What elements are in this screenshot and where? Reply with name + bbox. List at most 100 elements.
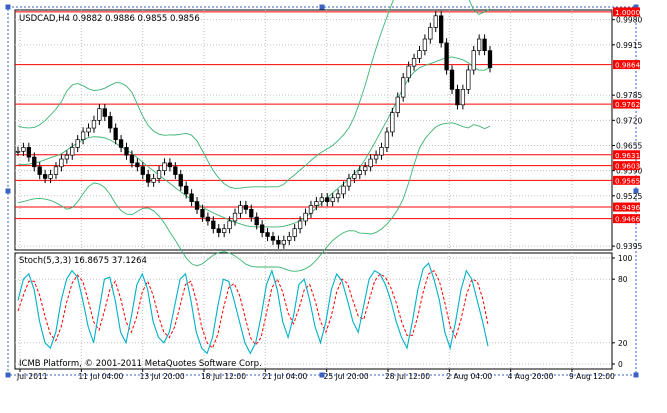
price-candle <box>428 27 433 40</box>
level-badge <box>613 202 640 212</box>
selection-handle[interactable] <box>633 188 639 194</box>
band-line-upper <box>17 0 491 189</box>
time-tick-label: 4 Aug 20:00 <box>508 372 554 381</box>
price-candle <box>276 239 281 245</box>
level-badge-label: 0.9603 <box>615 162 640 171</box>
stochastic-axis: 100 80 20 0 <box>612 254 633 369</box>
price-candle <box>140 166 145 175</box>
price-candle <box>211 220 216 230</box>
price-candle <box>281 239 286 245</box>
price-candle <box>178 174 183 187</box>
price-candle <box>352 174 357 179</box>
price-candle <box>53 166 59 175</box>
price-candle <box>135 162 140 168</box>
level-badge <box>613 99 640 109</box>
time-tick-label: 11 Jul 04:00 <box>78 372 123 381</box>
price-candle <box>113 127 118 141</box>
level-badge-label: 0.9864 <box>615 61 641 70</box>
level-badge <box>613 60 640 70</box>
stochastic-tick-label: 20 <box>618 339 628 348</box>
price-candle <box>102 108 107 117</box>
price-candle <box>471 50 476 71</box>
level-badge <box>613 214 640 224</box>
time-tick-label: 21 Jul 04:00 <box>262 372 307 381</box>
level-badge-label: 0.9631 <box>615 151 640 160</box>
selection-handles[interactable] <box>5 4 639 378</box>
price-candle <box>363 166 368 171</box>
price-candle <box>379 147 384 156</box>
band-line-lower <box>17 122 491 272</box>
price-tick-label: 0.9590 <box>616 167 642 176</box>
price-candle <box>189 193 194 202</box>
price-tick-label: 0.9525 <box>616 192 642 201</box>
stochastic-title: Stoch(5,3,3) 16.8675 37.1264 <box>19 256 147 266</box>
chart-title: USDCAD,H4 0.9882 0.9886 0.9855 0.9856 <box>19 14 200 24</box>
stochastic-tick-label: 0 <box>618 360 623 369</box>
time-tick-label: 28 Jul 12:00 <box>385 372 430 381</box>
price-candle <box>292 228 297 237</box>
selection-handle[interactable] <box>319 4 325 10</box>
price-candle <box>146 174 151 183</box>
price-candle <box>325 197 330 202</box>
price-candle <box>439 15 444 44</box>
price-candle <box>368 158 373 168</box>
level-badge-label: 0.9466 <box>615 215 641 224</box>
price-candle <box>411 58 417 67</box>
price-candle <box>26 147 32 158</box>
price-candle <box>449 69 455 90</box>
price-candle <box>297 220 303 230</box>
price-candle <box>216 228 221 233</box>
price-candle <box>156 170 162 179</box>
level-badge <box>613 161 640 171</box>
price-tick-label: 0.9915 <box>616 41 642 50</box>
stochastic-tick-label: 80 <box>618 275 628 284</box>
stochastic-main-line <box>17 262 489 355</box>
price-tick-label: 0.9720 <box>616 116 642 125</box>
selection-handle[interactable] <box>5 4 11 10</box>
band-line-middle <box>17 56 491 228</box>
price-candle <box>406 65 411 79</box>
stochastic-panel-frame <box>14 252 613 370</box>
price-candle <box>265 232 270 237</box>
price-candle <box>42 174 48 179</box>
price-candle <box>70 147 75 156</box>
level-badge-label: 0.9762 <box>615 100 640 109</box>
price-candle <box>243 205 249 210</box>
price-candle <box>346 178 352 187</box>
level-badge <box>613 150 640 160</box>
price-candle <box>476 38 482 51</box>
price-candle <box>341 185 346 195</box>
price-candle <box>395 96 400 113</box>
selection-handle[interactable] <box>5 188 11 194</box>
selection-handle[interactable] <box>633 372 639 378</box>
price-candle <box>75 139 80 148</box>
time-tick-label: 25 Jul 20:00 <box>324 372 369 381</box>
price-candle <box>433 15 438 28</box>
selection-handle[interactable] <box>319 372 325 378</box>
price-candle <box>184 185 189 195</box>
selection-handle[interactable] <box>633 4 639 10</box>
price-candle <box>124 147 129 156</box>
price-candle <box>91 119 97 129</box>
bollinger-bands <box>17 0 491 272</box>
price-tick-label: 0.9395 <box>616 242 642 251</box>
price-candle <box>167 162 173 168</box>
level-labels: 1.0000 0.9864 0.9762 0.9631 0.9603 0.9565 0.94… <box>613 7 641 224</box>
price-candle <box>249 209 254 218</box>
selection-handle[interactable] <box>5 372 11 378</box>
price-candle <box>259 224 265 233</box>
price-candle <box>59 158 64 168</box>
time-tick-label: 13 Jul 20:00 <box>140 372 185 381</box>
price-grid <box>15 10 612 250</box>
stochastic-grid <box>15 253 612 369</box>
price-tick-label: 0.9655 <box>616 141 642 150</box>
price-candle <box>335 193 341 199</box>
level-badge-label: 0.9565 <box>615 176 640 185</box>
price-candle <box>86 127 91 133</box>
time-tick-label: Jul 2011 <box>16 372 48 381</box>
price-candle <box>330 197 335 202</box>
price-candle <box>227 220 232 230</box>
price-candle <box>270 236 276 241</box>
price-candle <box>129 154 135 164</box>
